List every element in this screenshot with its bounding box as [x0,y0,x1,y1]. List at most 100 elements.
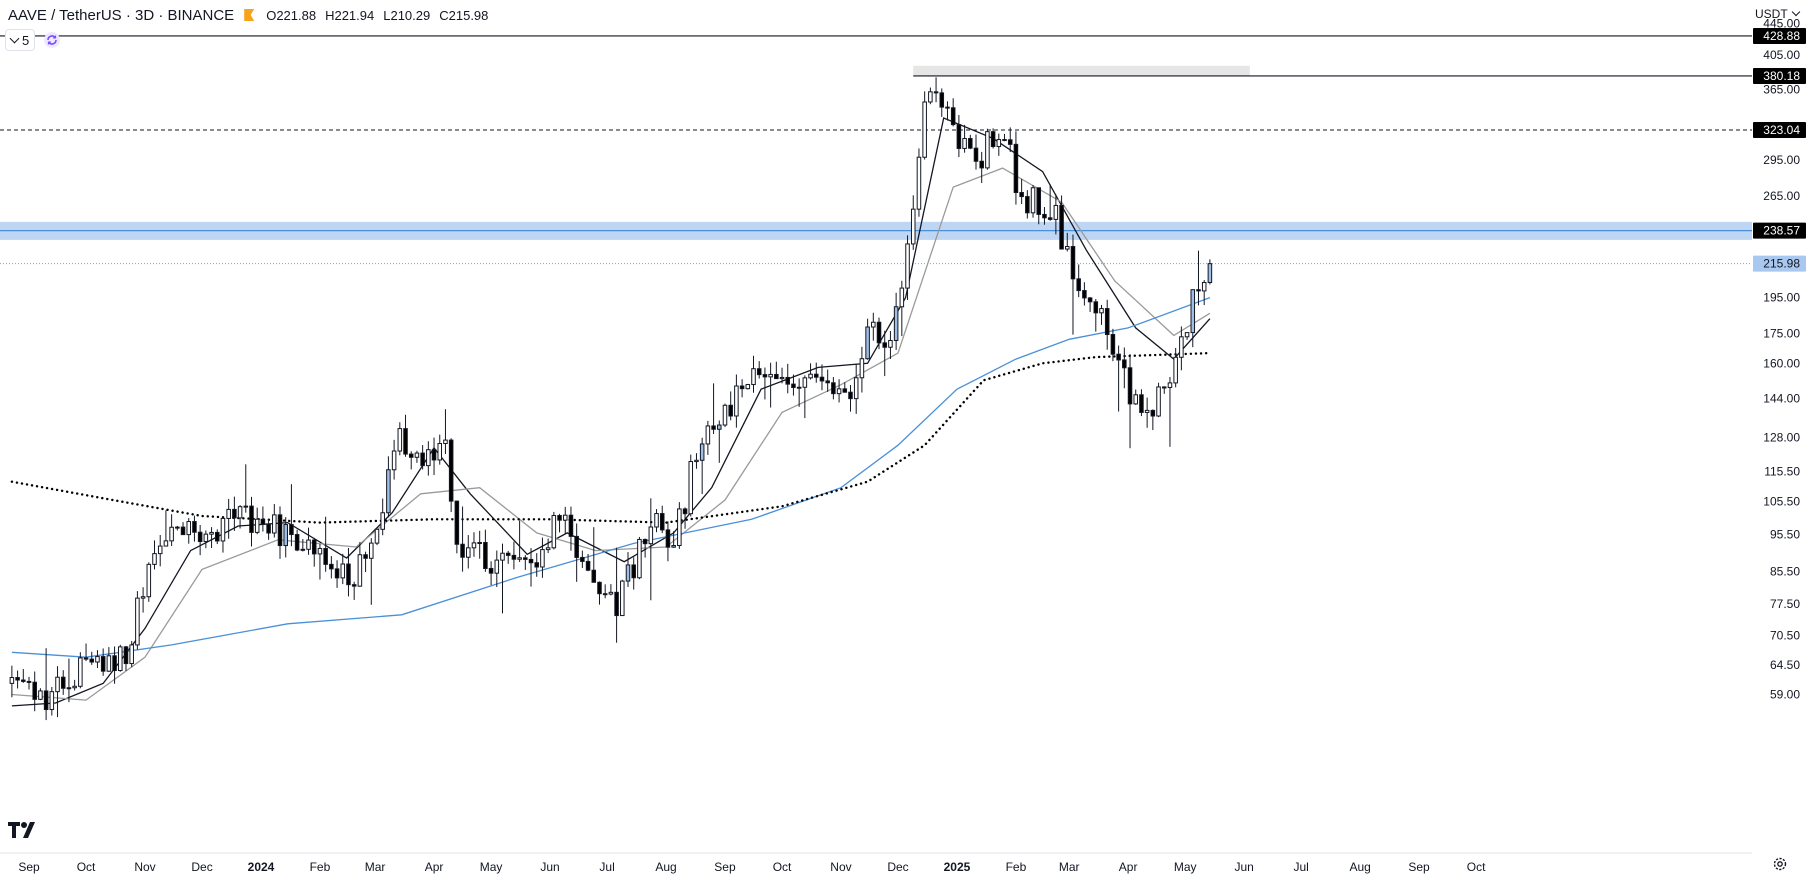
candle-body [89,658,95,663]
settings-icon[interactable] [1772,856,1788,872]
candle [1161,386,1167,394]
candle-body [808,373,813,379]
candle-body [49,691,55,711]
time-tick-label: Jul [599,860,614,874]
candle [277,506,283,559]
price-tick-label: 175.00 [1763,327,1800,341]
candle-body [317,547,323,555]
candle-body [1167,382,1173,388]
candle [916,148,922,217]
candle [756,361,762,379]
candle [950,98,956,127]
symbol-title[interactable]: AAVE / TetherUS · 3D · BINANCE [8,6,235,24]
time-tick-label: Jul [1293,860,1308,874]
time-axis[interactable]: Sep Oct Nov Dec 2024 Feb Mar Apr May Jun Jul Aug Sep… [0,852,1752,879]
candle-body [266,523,271,534]
candle-body [1025,196,1030,214]
candle-body [420,452,425,467]
chevron-down-icon [9,33,20,43]
candle [1110,328,1116,362]
candle [500,543,505,614]
candle [1082,282,1087,306]
candle-body [294,534,300,551]
candle [985,128,990,170]
candle-body [1122,359,1127,369]
candle [197,524,203,556]
candle-body [705,425,711,445]
ohlc-open: O221.88 [266,7,317,23]
candle [1122,347,1127,389]
candle [414,450,420,463]
indicators-collapse-button[interactable]: 5 [5,29,36,51]
candle [66,658,72,703]
candle-body [654,513,659,528]
candle [38,688,43,701]
ohlc-close: C215.98 [439,7,489,23]
candle [454,500,460,554]
currency-selector[interactable]: USDT [1755,4,1800,24]
candle-body [523,557,528,560]
candle-body [226,508,231,519]
candle [717,420,722,463]
candle [426,441,431,476]
candle [699,437,705,495]
candle [1207,259,1213,285]
candle-body [135,597,140,646]
candle [21,668,26,683]
candle [580,550,585,568]
candle-body [802,377,808,388]
candle [209,527,214,548]
moving-average-line-2 [11,167,1211,701]
candle [711,383,716,435]
candle-body [956,124,962,149]
candle-body [699,443,705,461]
candle [78,652,83,689]
price-label-text: 428.88 [1763,29,1800,43]
refresh-icon[interactable] [43,31,61,49]
candle-body [585,560,591,571]
candle [494,550,500,587]
candle [408,451,414,470]
candle [220,516,226,553]
candle-body [1082,290,1087,299]
tradingview-logo-icon[interactable] [6,818,40,840]
price-label-text: 238.57 [1763,224,1800,238]
candle-body [340,563,346,579]
candle-body [323,547,328,565]
candle-body [551,515,557,549]
candle-body [1201,281,1207,292]
candle-body [682,508,688,515]
candle [848,385,853,412]
price-tick-label: 265.00 [1763,189,1800,203]
candle [802,375,808,419]
candle [836,379,842,403]
candle-body [774,373,779,380]
candle-body [38,690,43,700]
candle-body [1019,192,1024,198]
candle-body [152,553,157,565]
candle-body [711,425,716,430]
candle [551,511,557,550]
flag-icon[interactable] [244,9,254,21]
candle [928,87,933,105]
candle [443,409,448,455]
candle-body [163,540,169,547]
candle [1099,304,1104,325]
time-tick-label: Oct [773,860,792,874]
candle [311,537,317,567]
candle [882,330,887,377]
price-tick-label: 365.00 [1763,82,1800,96]
candle-body [1076,278,1081,292]
time-tick-label: Oct [77,860,96,874]
candle-body [78,657,83,687]
time-tick-label: Oct [1467,860,1486,874]
candle-body [72,685,77,689]
candle [186,518,192,544]
price-axis[interactable]: 625.00565.00505.00445.00405.00365.00325.… [1752,0,1807,879]
candle [1167,376,1173,447]
price-label-bg [1753,27,1806,44]
candle-body [1013,143,1019,194]
candle [346,548,351,597]
candle-body [534,562,539,568]
